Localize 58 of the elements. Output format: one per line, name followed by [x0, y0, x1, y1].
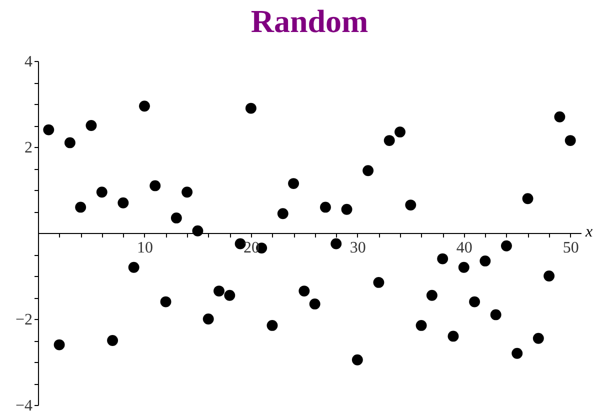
x-tick-label: 50 [562, 240, 579, 256]
x-tick-label: 30 [350, 240, 366, 256]
y-tick-label: −2 [15, 312, 32, 328]
point [480, 255, 491, 266]
point [138, 100, 150, 112]
point [394, 126, 406, 138]
point [320, 202, 331, 213]
point [170, 212, 182, 224]
x-tick-label: 10 [136, 240, 153, 256]
point [469, 296, 480, 308]
chart-title: Random [250, 3, 369, 39]
point [288, 178, 300, 190]
point [500, 240, 512, 252]
point [522, 193, 534, 204]
point [352, 354, 363, 366]
point [75, 202, 86, 213]
point [512, 348, 523, 359]
point [544, 270, 555, 282]
point [426, 290, 438, 301]
point [384, 135, 395, 146]
point [373, 276, 384, 288]
point [160, 296, 172, 308]
point [54, 339, 65, 350]
point [202, 314, 214, 324]
point [554, 111, 566, 122]
point [448, 330, 459, 342]
x-tick-label: 40 [456, 240, 472, 256]
y-tick-label: 2 [24, 140, 32, 156]
y-tick-label: −4 [15, 398, 32, 411]
point [107, 335, 118, 346]
point [245, 102, 256, 114]
point [277, 208, 288, 220]
point [362, 165, 374, 176]
point [458, 262, 470, 273]
point [96, 186, 108, 198]
point [43, 124, 54, 136]
x-axis-title: x [584, 224, 593, 240]
point [86, 120, 97, 131]
point [182, 186, 193, 198]
point [214, 286, 224, 297]
point [118, 197, 129, 208]
point [330, 238, 342, 250]
point [224, 290, 236, 301]
point [564, 135, 576, 146]
point [532, 332, 544, 344]
point [298, 286, 310, 297]
point [150, 180, 161, 192]
point [416, 320, 427, 331]
point [309, 298, 320, 310]
point [437, 253, 448, 264]
point [128, 262, 140, 273]
y-tick-label: 4 [24, 54, 32, 70]
point [490, 309, 502, 320]
point [405, 200, 416, 211]
point [266, 320, 278, 331]
point [64, 137, 76, 148]
point [192, 225, 204, 236]
point [341, 204, 352, 215]
